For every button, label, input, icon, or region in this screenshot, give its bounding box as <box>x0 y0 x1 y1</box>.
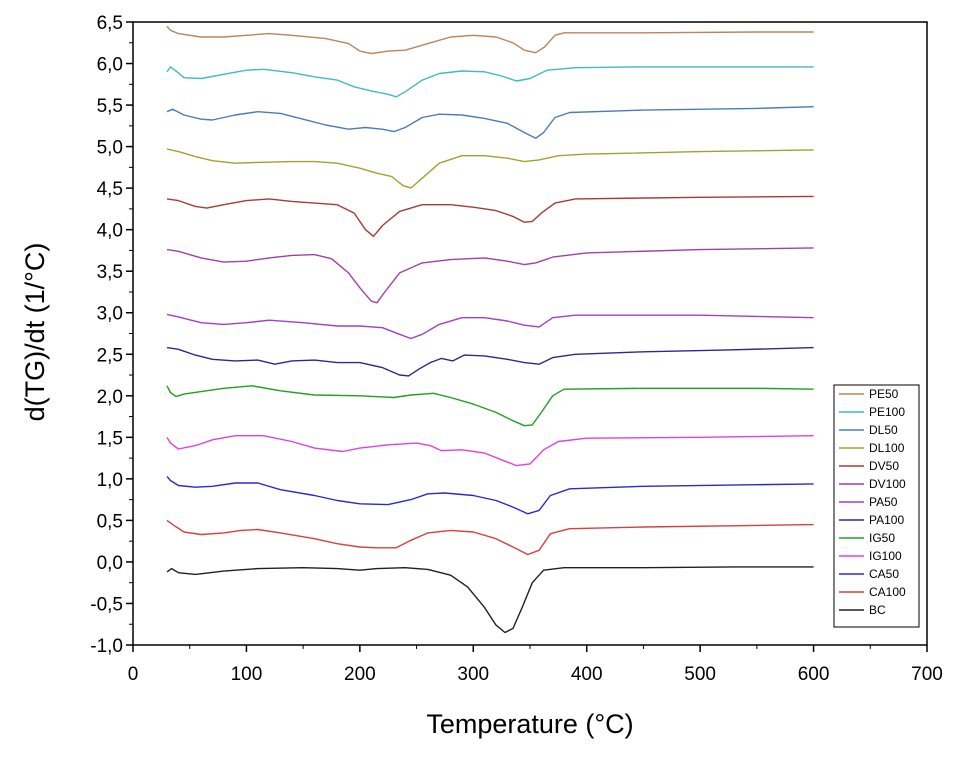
x-tick-label: 0 <box>128 664 139 685</box>
y-tick-label: 0,5 <box>97 511 123 532</box>
series-line-ca50 <box>166 475 814 515</box>
legend-label-pa100: PA100 <box>869 513 904 527</box>
legend-label-ca100: CA100 <box>869 585 906 599</box>
legend-label-dl50: DL50 <box>869 423 898 437</box>
x-tick-label: 300 <box>457 664 489 685</box>
x-tick-label: 500 <box>684 664 716 685</box>
legend-label-pe100: PE100 <box>869 405 905 419</box>
series-line-ig100 <box>166 435 814 467</box>
legend-label-pe50: PE50 <box>869 387 899 401</box>
legend-box <box>833 384 920 628</box>
x-tick-label: 400 <box>571 664 603 685</box>
y-tick-label: 3,0 <box>97 304 123 325</box>
legend-label-dv100: DV100 <box>869 477 906 491</box>
y-axis-title: d(TG)/dt (1/°C) <box>20 243 50 422</box>
y-tick-label: 3,5 <box>97 262 123 283</box>
y-tick-label: 5,0 <box>97 138 123 159</box>
y-tick-label: 2,0 <box>97 387 123 408</box>
series-line-dl50 <box>166 106 814 139</box>
x-tick-label: 200 <box>344 664 376 685</box>
y-tick-label: 2,5 <box>97 345 123 366</box>
series-line-dl100 <box>166 148 814 189</box>
series-line-ca100 <box>166 519 814 556</box>
tick-layer: 0 100 200 300 400 500 600 700 -1,0 -0,5 0,0 0,5 1,0 1… <box>90 13 943 685</box>
y-tick-label: 1,5 <box>97 428 123 449</box>
legend-label-dv50: DV50 <box>869 459 899 473</box>
legend-label-ig50: IG50 <box>869 531 895 545</box>
series-line-dv50 <box>166 195 814 237</box>
series-layer <box>166 25 814 634</box>
x-axis-title: Temperature (°C) <box>426 709 633 739</box>
series-line-ig50 <box>166 385 814 427</box>
series-line-pe100 <box>166 66 814 98</box>
legend-label-pa50: PA50 <box>869 495 898 509</box>
y-tick-label: -1,0 <box>90 636 123 657</box>
plot-frame <box>132 21 928 646</box>
legend-label-bc: BC <box>869 603 886 617</box>
series-line-bc <box>166 566 814 634</box>
y-tick-label: 5,5 <box>97 96 123 117</box>
y-tick-label: 0,0 <box>97 553 123 574</box>
y-tick-label: 6,5 <box>97 13 123 34</box>
series-line-pe50 <box>166 25 814 55</box>
series-line-dv100 <box>166 247 814 304</box>
legend-label-dl100: DL100 <box>869 441 905 455</box>
x-tick-label: 700 <box>911 664 943 685</box>
plot-axes <box>132 21 928 646</box>
y-tick-label: 4,0 <box>97 221 123 242</box>
y-tick-label: -0,5 <box>90 594 123 615</box>
legend: PE50 PE100 DL50 DL100 DV50 DV100 PA50 PA100 IG50… <box>833 384 920 628</box>
series-line-pa100 <box>166 346 814 377</box>
legend-label-ig100: IG100 <box>869 549 902 563</box>
x-tick-label: 100 <box>231 664 263 685</box>
legend-label-ca50: CA50 <box>869 567 899 581</box>
series-line-pa50 <box>166 313 814 340</box>
x-tick-label: 600 <box>798 664 830 685</box>
y-tick-label: 4,5 <box>97 179 123 200</box>
y-tick-label: 1,0 <box>97 470 123 491</box>
y-tick-label: 6,0 <box>97 55 123 76</box>
